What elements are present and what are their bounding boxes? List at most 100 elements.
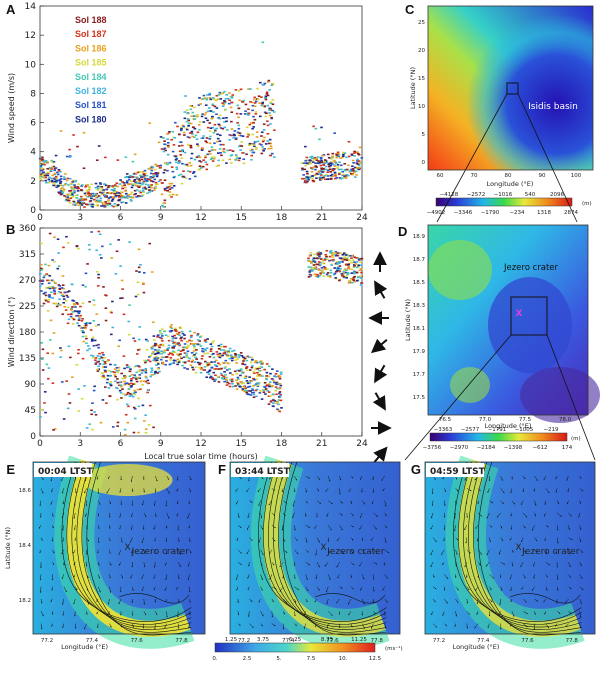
data-point-a xyxy=(39,159,43,162)
data-point-a xyxy=(168,191,172,193)
data-point-a xyxy=(200,166,203,168)
wind-vector-arrow xyxy=(248,611,250,618)
legend-entry: Sol 181 xyxy=(75,100,107,110)
data-point-a xyxy=(309,162,312,165)
wind-vector-arrow xyxy=(177,598,180,603)
data-point-a xyxy=(237,116,240,119)
data-point-a xyxy=(355,162,359,164)
xtick-label-d: 76.5 xyxy=(439,417,452,423)
data-point-a xyxy=(60,187,64,189)
data-point-a xyxy=(232,133,236,136)
data-point-a xyxy=(105,196,108,198)
data-point-b xyxy=(199,368,203,371)
data-point-a xyxy=(59,184,62,187)
data-point-b xyxy=(50,279,54,282)
data-point-a xyxy=(181,148,184,151)
data-point-b xyxy=(253,361,257,363)
data-point-b xyxy=(345,269,348,271)
data-point-b xyxy=(51,259,54,261)
data-point-a xyxy=(127,178,131,181)
wind-vector-arrow xyxy=(339,500,343,504)
data-point-b xyxy=(87,244,91,246)
data-point-b xyxy=(85,337,88,340)
wind-vector-arrow xyxy=(281,525,284,531)
data-point-a xyxy=(306,180,309,183)
data-point-b xyxy=(88,423,92,425)
data-point-b xyxy=(129,386,133,388)
data-point-b xyxy=(336,269,339,272)
data-point-b xyxy=(61,275,65,277)
data-point-a xyxy=(168,130,171,133)
data-point-a xyxy=(336,166,340,169)
data-point-b xyxy=(193,347,196,349)
data-point-a xyxy=(205,141,209,144)
data-point-a xyxy=(320,168,324,170)
data-point-a xyxy=(247,108,250,111)
data-point-a xyxy=(162,137,165,139)
data-point-b xyxy=(81,357,85,360)
wind-vector-arrow xyxy=(455,586,459,591)
wind-vector-arrow xyxy=(545,488,550,494)
data-point-b xyxy=(246,355,250,358)
data-point-b xyxy=(110,333,113,336)
wind-vector-arrow xyxy=(431,488,434,495)
wind-vector-arrow xyxy=(373,611,376,615)
xtick-label-b: 0 xyxy=(37,439,43,449)
data-point-b xyxy=(87,345,90,347)
data-point-b xyxy=(172,359,176,362)
data-point-b xyxy=(161,361,165,364)
xtick-label-b: 18 xyxy=(276,439,288,449)
data-point-b xyxy=(76,322,79,324)
data-point-b xyxy=(133,408,137,410)
data-point-b xyxy=(128,304,131,306)
data-point-b xyxy=(133,383,137,385)
data-point-b xyxy=(209,348,213,350)
data-point-a xyxy=(319,158,323,160)
data-point-a xyxy=(121,185,124,187)
zoom-line-left xyxy=(436,93,508,223)
wind-vector-arrow xyxy=(441,549,445,555)
data-point-b xyxy=(253,372,256,374)
data-point-a xyxy=(319,164,323,167)
data-point-b xyxy=(225,379,229,382)
time-label-box xyxy=(231,463,289,477)
data-point-b xyxy=(171,338,175,340)
panel-d: D Jezero crater X 18.918.718.518.318.117… xyxy=(398,224,600,461)
data-point-a xyxy=(190,152,194,155)
data-point-b xyxy=(60,294,64,297)
data-point-b xyxy=(104,319,108,322)
data-point-a xyxy=(136,177,139,179)
data-point-a xyxy=(225,162,228,164)
data-point-a xyxy=(55,186,59,189)
wind-vector-arrow xyxy=(40,598,43,604)
data-point-a xyxy=(315,158,319,160)
data-point-b xyxy=(341,274,344,277)
wind-vector-arrow xyxy=(579,598,582,605)
data-point-a xyxy=(163,179,167,182)
wind-vector-arrow xyxy=(38,525,42,529)
wind-vector-arrow xyxy=(350,512,354,516)
data-point-b xyxy=(160,333,164,335)
data-point-b xyxy=(360,257,364,260)
wind-vector-arrow xyxy=(143,598,145,605)
data-point-b xyxy=(57,303,60,306)
wind-vector-arrow xyxy=(510,488,513,494)
wind-vector-arrow xyxy=(249,537,253,541)
data-point-b xyxy=(139,380,143,383)
data-point-b xyxy=(352,271,356,273)
data-point-a xyxy=(155,173,159,176)
xtick-label-wind: 77.4 xyxy=(282,638,295,644)
data-point-b xyxy=(40,408,43,411)
data-point-a xyxy=(266,104,270,107)
data-point-b xyxy=(63,305,67,308)
data-point-b xyxy=(185,347,189,350)
data-point-a xyxy=(39,174,43,177)
wind-vector-arrow xyxy=(305,586,309,592)
data-point-b xyxy=(46,352,49,355)
jezero-crater-label: Jezero crater xyxy=(503,263,559,273)
data-point-b xyxy=(81,327,85,329)
data-point-a xyxy=(125,181,129,184)
data-point-a xyxy=(202,135,205,137)
data-point-b xyxy=(355,257,358,259)
data-point-b xyxy=(198,363,201,366)
